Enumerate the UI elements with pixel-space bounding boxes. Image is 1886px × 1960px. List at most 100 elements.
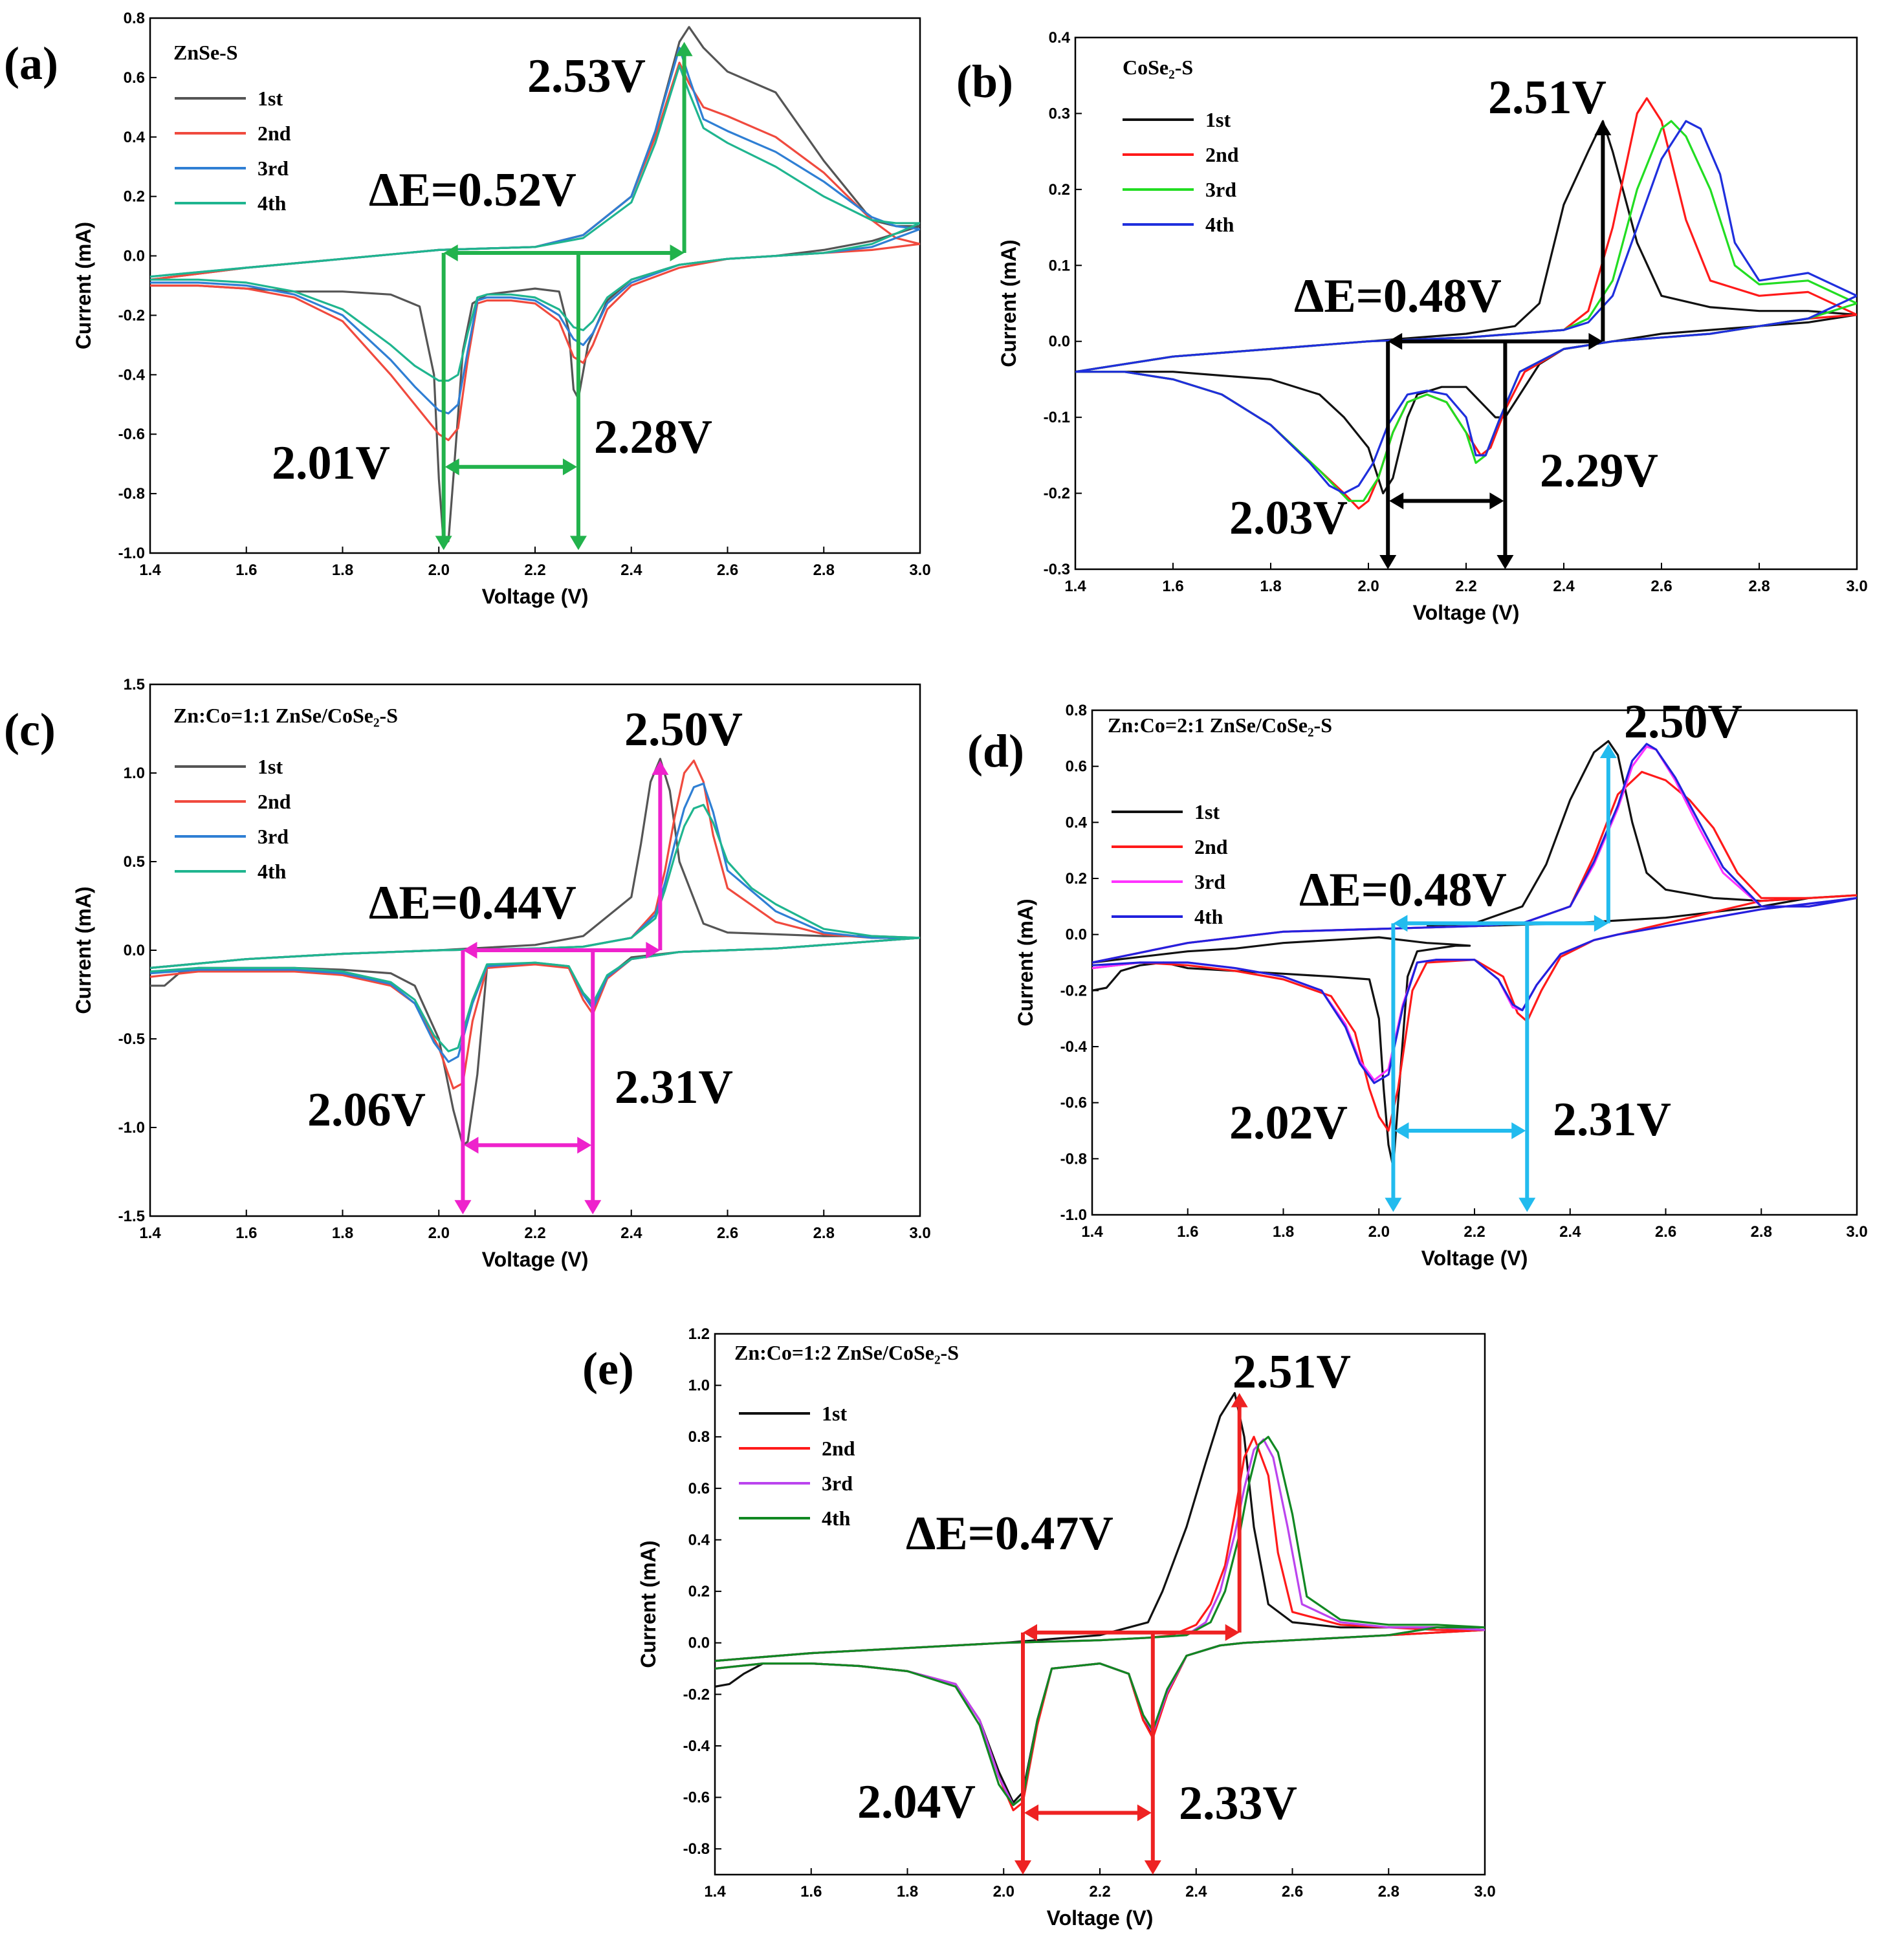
panel-label: (d) xyxy=(967,725,1024,777)
arrowhead-e xyxy=(1014,1860,1031,1875)
y-axis-label: Current (mA) xyxy=(1014,898,1037,1026)
y-tick-label: 0.5 xyxy=(124,853,145,871)
arrowhead-e xyxy=(1024,1804,1038,1822)
y-tick-label: 0.6 xyxy=(1066,758,1087,776)
y-tick-label: 0.4 xyxy=(1049,29,1071,47)
sample-title: Zn:Co=2:1 ZnSe/CoSe₂-S xyxy=(1108,713,1332,737)
y-tick-label: 0.2 xyxy=(1066,870,1087,887)
peak-arrows-c xyxy=(454,760,669,1215)
x-tick-label: 1.6 xyxy=(1177,1223,1198,1241)
x-tick-label: 1.6 xyxy=(236,561,257,579)
panel-c: 1.4 1.6 1.8 2.0 2.2 2.4 2.6 2.8 3.0 -1.5 -1.0 -0.5 0… xyxy=(4,676,931,1271)
curves-e xyxy=(715,1392,1485,1812)
x-tick-label: 2.2 xyxy=(524,1225,545,1242)
y-tick-label: 0.0 xyxy=(124,248,145,265)
y-tick-label: 0.3 xyxy=(1049,105,1070,122)
series-line-4th-d xyxy=(1092,743,1857,1084)
reduction-peak-2-label: 2.28V xyxy=(594,411,712,464)
y-tick-label: -0.5 xyxy=(118,1030,145,1048)
x-tick-label: 2.4 xyxy=(620,1225,642,1242)
x-tick-label: 2.8 xyxy=(1751,1223,1772,1241)
x-tick-label: 2.0 xyxy=(428,1225,450,1242)
arrowhead-d xyxy=(1519,1197,1536,1212)
arrowhead-b xyxy=(1588,332,1603,350)
x-tick-label: 2.2 xyxy=(1464,1223,1485,1241)
legend-entry: 2nd xyxy=(258,122,291,145)
x-axis-label: Voltage (V) xyxy=(1413,601,1520,624)
x-axis-label: Voltage (V) xyxy=(482,1248,589,1271)
x-tick-label: 2.8 xyxy=(813,1225,835,1242)
oxidation-peak-label: 2.53V xyxy=(527,50,646,103)
series-line-1st-d xyxy=(1092,936,1471,1168)
arrowhead-d xyxy=(1599,744,1617,758)
series-line-4th-c xyxy=(150,803,920,1052)
reduction-peak-1-label: 2.02V xyxy=(1229,1096,1348,1149)
y-tick-label: -1.0 xyxy=(1060,1206,1087,1224)
peak-arrows-e xyxy=(1014,1393,1248,1875)
y-tick-label: -0.1 xyxy=(1044,409,1070,426)
y-tick-label: 0.8 xyxy=(688,1428,710,1446)
series-line-4th-b xyxy=(1075,120,1857,495)
y-tick-label: 0.0 xyxy=(1066,926,1087,944)
legend-entry: 2nd xyxy=(822,1437,855,1460)
y-tick-label: -0.3 xyxy=(1044,561,1070,578)
arrowhead-b xyxy=(1497,555,1514,569)
reduction-peak-1-label: 2.04V xyxy=(857,1776,976,1829)
x-tick-label: 1.8 xyxy=(1260,578,1281,595)
arrowhead-a xyxy=(675,41,693,56)
arrowhead-a xyxy=(569,536,587,550)
y-tick-label: -0.2 xyxy=(1060,982,1087,999)
arrowhead-c xyxy=(584,1200,602,1215)
x-tick-label: 1.4 xyxy=(139,1225,161,1242)
y-tick-label: -1.5 xyxy=(118,1208,145,1225)
panel-label: (c) xyxy=(4,704,56,756)
oxidation-peak-label: 2.51V xyxy=(1233,1345,1351,1399)
y-tick-label: -0.2 xyxy=(118,307,145,324)
y-tick-label: -0.8 xyxy=(683,1840,710,1858)
x-tick-label: 2.0 xyxy=(1357,578,1379,595)
y-tick-label: 0.2 xyxy=(124,188,145,206)
series-line-1st-oxidation-d xyxy=(1427,740,1857,928)
legend-entry: 4th xyxy=(1205,213,1234,236)
arrowhead-c xyxy=(463,942,477,959)
y-tick-label: -0.2 xyxy=(1044,485,1070,503)
y-tick-label: 1.2 xyxy=(688,1325,710,1343)
y-tick-label: 0.6 xyxy=(124,69,145,87)
plot-frame-d xyxy=(1091,709,1858,1216)
y-axis-label: Current (mA) xyxy=(637,1540,660,1668)
x-tick-label: 1.8 xyxy=(1273,1223,1294,1241)
y-tick-label: 0.0 xyxy=(124,942,145,959)
series-line-4th-e xyxy=(715,1435,1485,1807)
y-tick-label: 0.4 xyxy=(1066,814,1088,831)
y-tick-label: -1.0 xyxy=(118,545,145,562)
sample-title: Zn:Co=1:2 ZnSe/CoSe₂-S xyxy=(734,1341,959,1364)
x-tick-label: 1.4 xyxy=(704,1883,726,1900)
x-axis-label: Voltage (V) xyxy=(1047,1906,1154,1930)
x-tick-label: 2.8 xyxy=(813,561,835,579)
oxidation-peak-label: 2.50V xyxy=(624,703,743,756)
y-tick-label: 0.6 xyxy=(688,1480,710,1497)
arrowhead-c xyxy=(454,1200,472,1215)
arrowhead-a xyxy=(443,244,458,261)
x-tick-label: 2.6 xyxy=(717,561,738,579)
y-tick-label: 0.0 xyxy=(688,1635,710,1652)
x-tick-label: 2.4 xyxy=(620,561,642,579)
y-tick-label: -0.6 xyxy=(683,1789,710,1807)
y-axis-label: Current (mA) xyxy=(72,886,95,1014)
legend-entry: 4th xyxy=(1194,905,1223,928)
x-tick-label: 1.4 xyxy=(1081,1223,1103,1241)
delta-e-label: ΔE=0.47V xyxy=(906,1507,1113,1560)
reduction-peak-2-label: 2.31V xyxy=(1553,1093,1671,1146)
panel-e: 1.4 1.6 1.8 2.0 2.2 2.4 2.6 2.8 3.0 -0.8 -0.6 -0.4 -… xyxy=(582,1325,1496,1930)
series-line-2nd-a xyxy=(150,61,920,441)
x-tick-label: 2.0 xyxy=(1368,1223,1390,1241)
reduction-peak-2-label: 2.33V xyxy=(1179,1777,1297,1830)
x-tick-label: 3.0 xyxy=(1474,1883,1495,1900)
reduction-peak-1-label: 2.06V xyxy=(307,1083,426,1137)
x-tick-label: 3.0 xyxy=(909,1225,930,1242)
y-tick-label: 0.4 xyxy=(688,1531,710,1549)
peak-arrows-a xyxy=(435,41,693,550)
legend-entry: 3rd xyxy=(1194,870,1225,893)
y-tick-label: -0.4 xyxy=(1060,1038,1088,1056)
arrowhead-b xyxy=(1594,121,1612,136)
